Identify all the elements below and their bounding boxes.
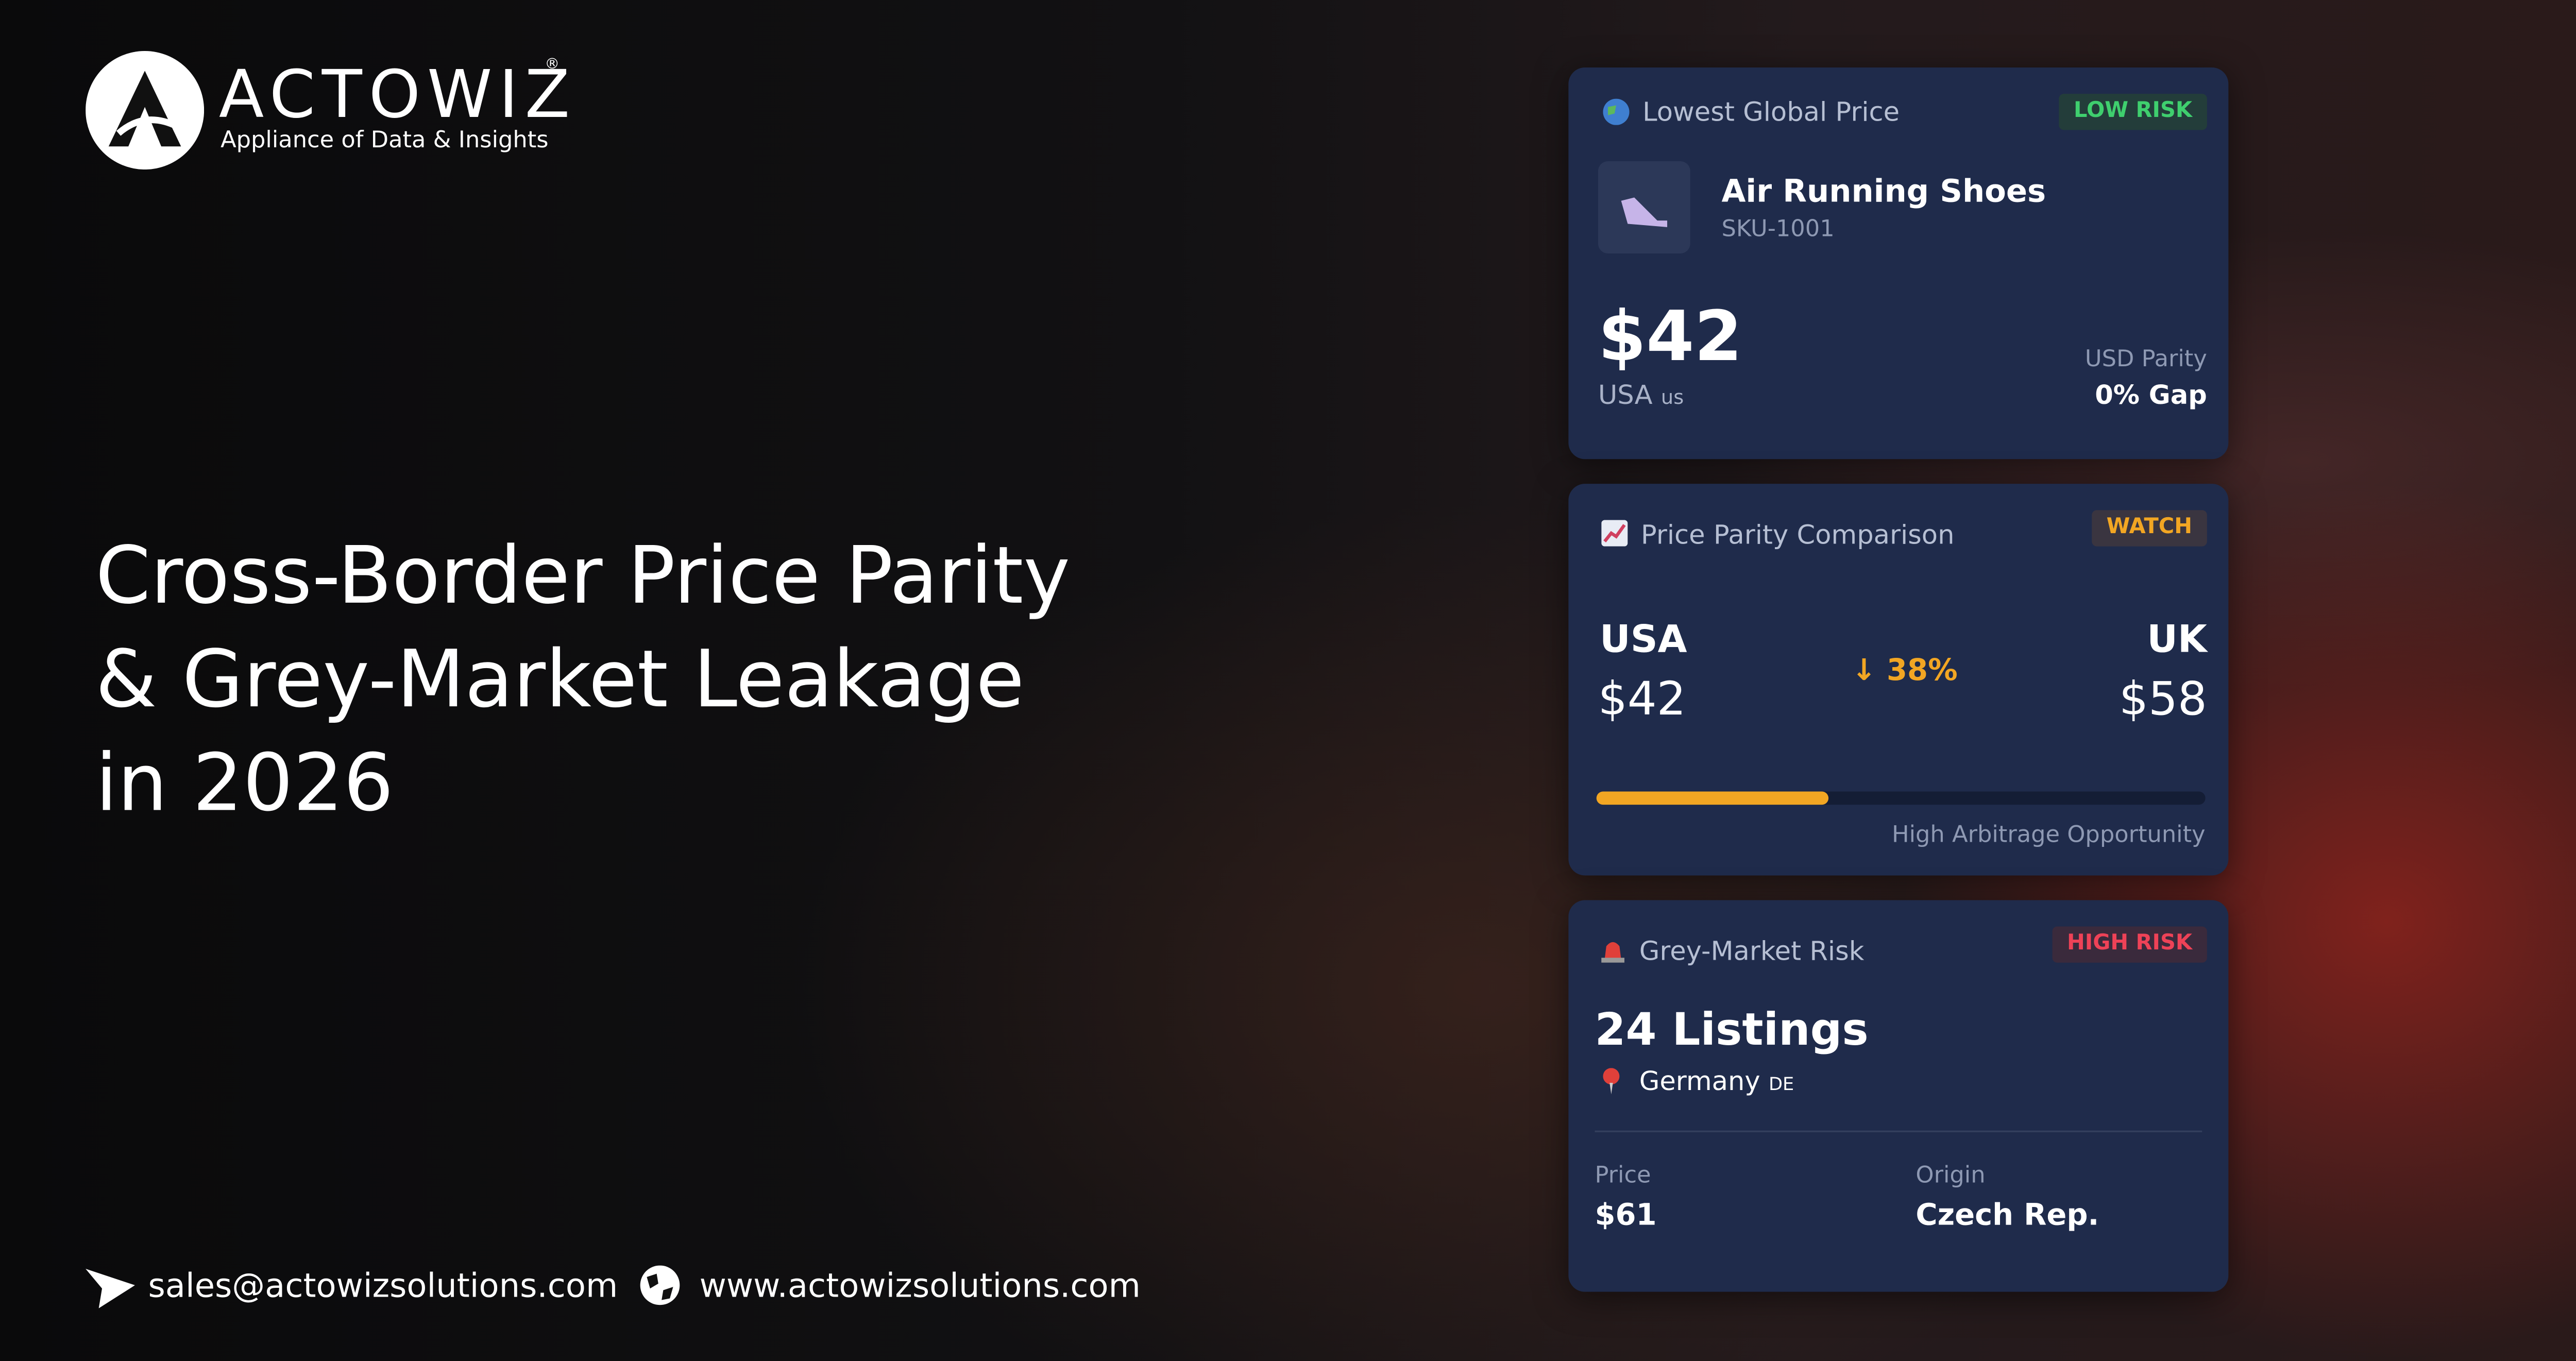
headline: Cross-Border Price Parity xyxy=(95,530,1071,623)
price: $42 xyxy=(1598,296,1742,377)
headline: in 2026 xyxy=(95,737,394,830)
email[interactable]: sales@actowizsolutions.com xyxy=(148,1265,618,1305)
logo-icon xyxy=(86,51,205,170)
badge: HIGH RISK xyxy=(2052,926,2207,963)
listings: 24 Listings xyxy=(1595,1005,1869,1057)
registered-mark: ® xyxy=(545,57,560,74)
left-country: USA xyxy=(1600,619,1687,662)
headline: & Grey-Market Leakage xyxy=(95,634,1025,726)
email-icon xyxy=(86,1268,135,1308)
alarm-emoji xyxy=(1601,942,1624,963)
sku: SKU-1001 xyxy=(1721,216,1835,243)
location-name: Germany xyxy=(1639,1065,1760,1097)
left-price: $42 xyxy=(1598,672,1686,726)
badge: LOW RISK xyxy=(2059,94,2207,130)
card: Grey-Market Risk HIGH RISK 24 Listings G… xyxy=(1568,900,2229,1292)
flag: us xyxy=(1660,385,1684,409)
origin-label: Origin xyxy=(1916,1163,1986,1189)
right-country: UK xyxy=(2147,619,2207,662)
change-value: 38% xyxy=(1887,653,1958,688)
globe-icon xyxy=(640,1265,680,1305)
parity-value: 0% Gap xyxy=(2095,379,2207,411)
progress-track xyxy=(1596,791,2206,805)
location: Germany DE xyxy=(1639,1065,1794,1097)
product-icon xyxy=(1598,161,1690,253)
country-name: USA xyxy=(1598,379,1653,411)
brand-name: ACTOWIZ xyxy=(218,57,577,133)
change: ↓ 38% xyxy=(1851,653,1958,688)
note: High Arbitrage Opportunity xyxy=(1891,822,2206,849)
card: Price Parity Comparison WATCH USA $42 ↓ … xyxy=(1568,484,2229,876)
card-title: Lowest Global Price xyxy=(1642,96,1900,128)
flag: DE xyxy=(1768,1074,1794,1095)
right-price: $58 xyxy=(2119,672,2207,726)
chart-emoji xyxy=(1601,520,1628,547)
country: USA us xyxy=(1598,379,1684,411)
website[interactable]: www.actowizsolutions.com xyxy=(699,1265,1141,1305)
origin: Czech Rep. xyxy=(1916,1198,2099,1233)
badge: WATCH xyxy=(2091,510,2207,547)
price: $61 xyxy=(1595,1198,1657,1233)
card-title: Price Parity Comparison xyxy=(1640,519,1955,551)
product-name: Air Running Shoes xyxy=(1721,174,2046,210)
pin-emoji xyxy=(1603,1068,1620,1095)
divider xyxy=(1595,1130,2202,1132)
progress-fill xyxy=(1596,791,1828,805)
brand-tagline: Appliance of Data & Insights xyxy=(221,127,549,155)
price-label: Price xyxy=(1595,1163,1651,1189)
parity-label: USD Parity xyxy=(2084,346,2207,373)
card-title: Grey-Market Risk xyxy=(1639,935,1865,967)
card: Lowest Global Price LOW RISK Air Running… xyxy=(1568,67,2229,460)
globe-emoji xyxy=(1603,98,1630,125)
